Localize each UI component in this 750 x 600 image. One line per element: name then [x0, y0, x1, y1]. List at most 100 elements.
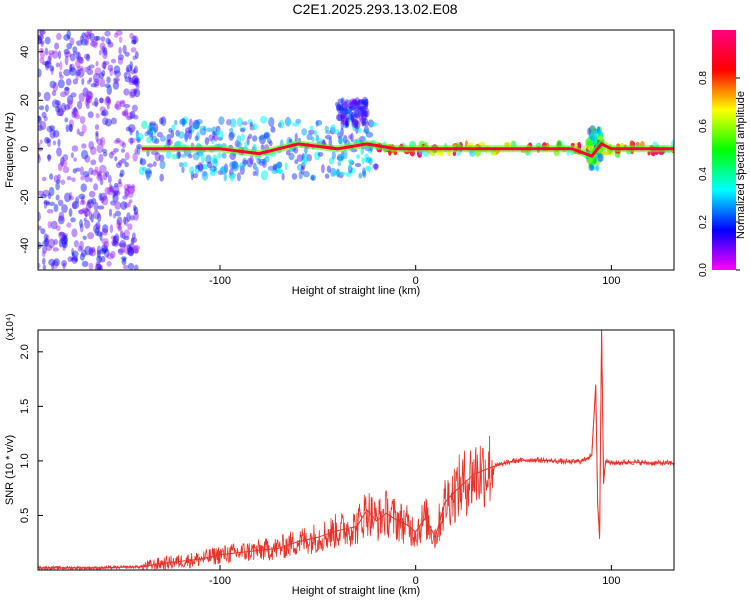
spectrogram-cell	[113, 65, 121, 74]
spectrogram-cell	[159, 160, 166, 170]
spectrogram-cell	[68, 195, 75, 201]
spectrogram-cell	[121, 148, 125, 153]
spectrogram-cell	[108, 208, 113, 217]
spectrogram-cell	[249, 154, 254, 165]
spectrogram-cell	[38, 68, 42, 78]
spectrogram-cell	[115, 162, 122, 169]
spectrogram-cell	[365, 156, 373, 164]
spectrogram-cell	[596, 158, 601, 166]
spectrogram-cell	[203, 163, 208, 170]
spectrogram-cell	[113, 182, 119, 188]
spectrogram-cell	[229, 127, 234, 134]
spectrogram-cell	[119, 101, 126, 107]
spectrogram-cell	[114, 233, 120, 243]
spectrogram-cell	[131, 104, 138, 112]
spectrogram-cell	[251, 123, 258, 131]
spectrogram-cell	[119, 99, 126, 105]
spectrogram-cell	[298, 170, 303, 180]
spectrogram-cell	[101, 247, 109, 254]
spectrogram-cell	[46, 209, 54, 214]
spectrogram-cell	[358, 98, 363, 105]
spectrogram-cell	[97, 170, 102, 179]
spectrogram-cell	[336, 168, 341, 178]
spectrogram-cell	[181, 117, 186, 128]
spectrogram-cell	[347, 106, 353, 112]
colorbar-tick-label: 0.6	[698, 119, 709, 133]
spectrogram-cell	[109, 224, 114, 234]
spectrogram-cell	[95, 113, 100, 119]
spectrogram-cell	[341, 107, 346, 112]
spectrogram-cell	[106, 76, 111, 84]
spectrogram-cell	[42, 240, 49, 247]
spectrogram-cell	[66, 42, 73, 50]
spectrogram-cell	[102, 172, 108, 181]
spectrogram-cell	[345, 118, 350, 126]
spectrogram-cell	[129, 77, 134, 83]
spectrogram-cell	[118, 160, 123, 166]
spectrogram-cell	[199, 125, 205, 130]
spectrogram-cell	[87, 200, 92, 205]
spectrogram-cell	[81, 143, 87, 149]
spectrogram-cell	[95, 221, 101, 230]
spectrogram-cell	[352, 118, 359, 126]
spectrogram-cell	[165, 139, 173, 146]
spectrogram-x-tick-label: -100	[209, 275, 231, 287]
spectrogram-cell	[113, 189, 119, 197]
spectrogram-cell	[124, 51, 130, 57]
spectrogram-cell	[80, 38, 88, 46]
spectrogram-cell	[144, 170, 152, 175]
spectrogram-cell	[272, 163, 278, 171]
spectrogram-cell	[342, 149, 348, 160]
spectrogram-cell	[133, 65, 139, 74]
spectrogram-cell	[126, 212, 131, 223]
spectrogram-cell	[344, 102, 348, 113]
spectrogram-cell	[317, 151, 324, 157]
spectrogram-cell	[192, 122, 199, 131]
spectrogram-cell	[217, 152, 222, 159]
colorbar-ticks: 0.0 0.2 0.4 0.6 0.8	[698, 71, 740, 277]
spectrogram-cell	[123, 184, 130, 191]
spectrogram-cell	[78, 193, 86, 200]
spectrogram-cell	[87, 111, 94, 119]
spectrogram-cell	[60, 179, 66, 185]
spectrogram-cell	[134, 51, 139, 60]
spectrogram-cell	[71, 177, 76, 183]
spectrogram-cell	[124, 107, 129, 118]
spectrogram-cell	[69, 53, 76, 62]
spectrogram-cell	[68, 191, 73, 200]
spectrogram-cell	[129, 32, 135, 39]
snr-y-ticks: 0.5 1.0 1.5 2.0	[19, 344, 43, 523]
spectrogram-cell	[50, 66, 54, 76]
spectrogram-cell	[102, 117, 109, 126]
spectrogram-cell	[240, 133, 245, 142]
spectrogram-cell	[348, 110, 353, 117]
spectrogram-cell	[86, 68, 94, 76]
spectrogram-cell	[136, 146, 141, 156]
spectrogram-cell	[90, 159, 97, 166]
spectrogram-cell	[82, 87, 89, 97]
spectrogram-cell	[99, 248, 107, 255]
spectrogram-cell	[60, 102, 67, 113]
spectrogram-cell	[59, 74, 64, 79]
spectrogram-cell	[271, 169, 279, 174]
spectrogram-cell	[117, 248, 125, 254]
spectrogram-cell	[98, 153, 104, 163]
spectrogram-cell	[55, 179, 61, 184]
spectrogram-cell	[112, 185, 120, 195]
spectrogram-cell	[216, 129, 224, 140]
spectrogram-x-ticks: -100 0 100	[209, 265, 621, 287]
spectrogram-cell	[80, 183, 87, 192]
spectrogram-cell	[57, 108, 64, 117]
spectrogram-cell	[124, 76, 131, 83]
spectrogram-cell	[360, 146, 365, 155]
spectrogram-cell	[107, 175, 112, 184]
spectrogram-cell	[340, 120, 348, 125]
spectrogram-cell	[345, 119, 349, 125]
spectrogram-cell	[38, 211, 41, 222]
spectrogram-cell	[358, 114, 363, 122]
spectrogram-cell	[84, 174, 90, 183]
spectrogram-cell	[55, 100, 61, 106]
spectrogram-cell	[177, 150, 181, 159]
spectrogram-cell	[63, 48, 70, 55]
spectrogram-cell	[86, 98, 91, 105]
